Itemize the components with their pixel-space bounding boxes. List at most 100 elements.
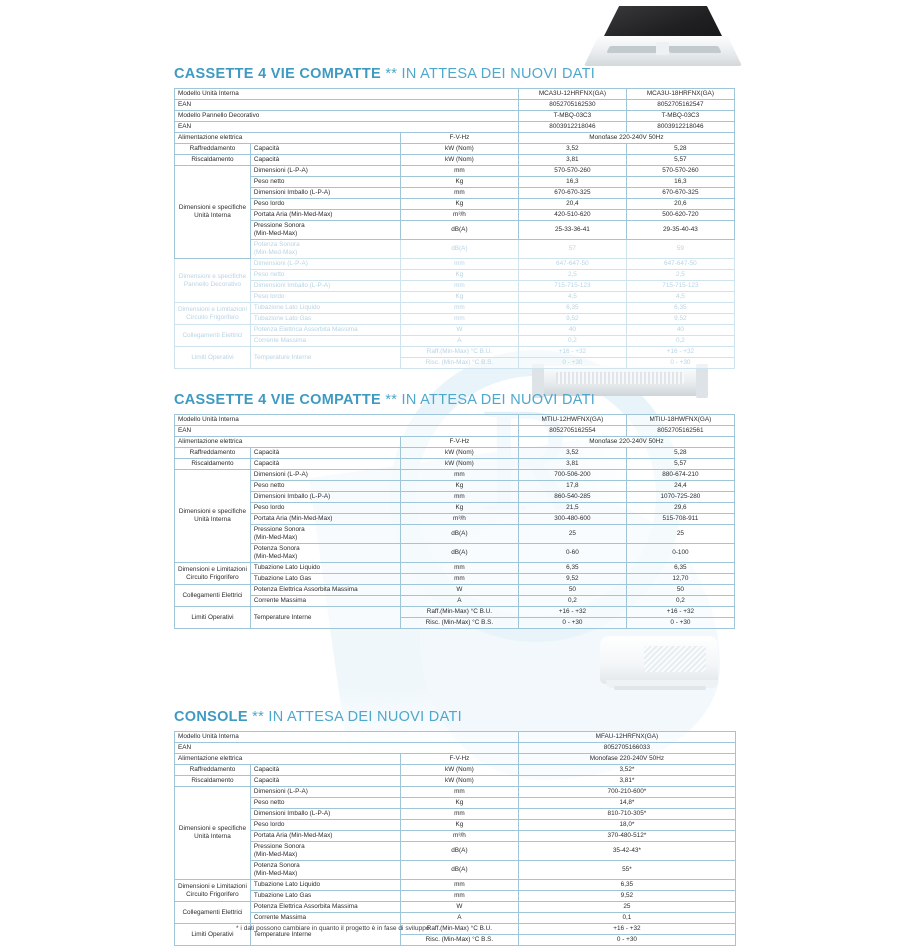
table-row: Dimensioni Imballo (L-P-A) mm 715-715-123 7… (175, 280, 735, 292)
table-row: Modello Unità Interna MFAU-12HRFNX(GA) (174, 731, 736, 743)
row-value: +16 - +32 (517, 606, 627, 618)
table-row: Peso lordo Kg 4,5 4,5 (175, 291, 735, 303)
row-label: Modello Unità Interna (174, 731, 519, 743)
table-row: EAN 8052705162554 8052705162561 (174, 425, 735, 437)
row-label: Pressione Sonora (Min-Med-Max) (249, 841, 401, 861)
row-value: Monofase 220-240V 50Hz (517, 132, 735, 144)
row-label: Tubazione Lato Liquido (249, 562, 401, 574)
row-label: Portata Aria (Min-Med-Max) (249, 209, 401, 221)
table-row: Alimentazione elettrica F-V-Hz Monofase 22… (174, 132, 735, 144)
row-label: Peso lordo (249, 198, 401, 210)
section-title: CASSETTE 4 VIE COMPATTE ** IN ATTESA DEI… (174, 392, 735, 408)
spec-table-host: Modello Unità Interna MFAU-12HRFNX(GA) EAN… (174, 731, 736, 946)
row-value: 670-670-325 (517, 187, 627, 199)
row-label: Capacità (249, 775, 401, 787)
row-value: 8003912218046 (625, 121, 735, 133)
row-label: Peso lordo (249, 291, 401, 303)
row-label: Pressione Sonora (Min-Med-Max) (249, 220, 401, 240)
table-row: Collegamenti Elettrici Potenza Elettrica … (174, 584, 735, 607)
row-label: Temperature Interne (249, 606, 401, 629)
table-row: Portata Aria (Min-Med-Max) m³/h 370-480-51… (175, 830, 736, 842)
row-value: 0 - +30 (517, 357, 627, 369)
table-row: Alimentazione elettrica F-V-Hz Monofase 22… (174, 753, 736, 765)
row-value: 6,35 (517, 879, 736, 891)
row-group-label: Collegamenti Elettrici (174, 901, 251, 924)
row-unit: mm (399, 313, 519, 325)
row-value: 0 - +30 (517, 934, 736, 946)
footnote: * i dati possono cambiare in quanto il p… (236, 925, 430, 932)
row-value: 700-210-600* (517, 786, 736, 798)
table-row: Potenza Sonora (Min-Med-Max) dB(A) 57 59 (175, 239, 735, 259)
row-value: 670-670-325 (625, 187, 735, 199)
row-unit: mm (399, 808, 519, 820)
row-group-label: Raffreddamento (174, 143, 251, 155)
section-title-main: CONSOLE (174, 709, 248, 725)
row-value: 5,57 (625, 154, 735, 166)
table-row: Raffreddamento Capacità kW (Nom) 3,52* (174, 764, 736, 776)
row-value: 14,8* (517, 797, 736, 809)
row-label: Corrente Massima (249, 912, 401, 924)
row-value: Monofase 220-240V 50Hz (517, 753, 736, 765)
row-unit: kW (Nom) (399, 764, 519, 776)
row-group-label: Dimensioni e Limitazioni Circuito Frigori… (174, 879, 251, 902)
table-row: EAN 8003912218046 8003912218046 (174, 121, 735, 133)
row-group-label: Riscaldamento (174, 154, 251, 166)
row-value: 3,81* (517, 775, 736, 787)
row-value: 29-35-40-43 (625, 220, 735, 240)
row-unit: Kg (399, 291, 519, 303)
row-unit: dB(A) (399, 220, 519, 240)
row-value: 880-674-210 (625, 469, 735, 481)
table-row: EAN 8052705162530 8052705162547 (174, 99, 735, 111)
row-unit: mm (399, 573, 519, 585)
row-label: EAN (174, 121, 519, 133)
row-unit: Kg (399, 819, 519, 831)
row-unit: Kg (399, 176, 519, 188)
row-value: 20,6 (625, 198, 735, 210)
row-unit: mm (399, 469, 519, 481)
row-unit: Raff.(Min-Max) °C B.U. (399, 606, 519, 618)
row-value: 0,2 (625, 595, 735, 607)
spec-table: Modello Unità Interna MCA3U-12HRFNX(GA) MC… (174, 88, 735, 369)
row-value: 6,35 (625, 562, 735, 574)
row-value: 0-60 (517, 543, 627, 563)
row-group-label: Riscaldamento (174, 458, 251, 470)
row-value: 59 (625, 239, 735, 259)
row-label: Potenza Elettrica Assorbita Massima (249, 584, 401, 596)
row-value: 0,2 (625, 335, 735, 347)
row-value: 515-708-911 (625, 513, 735, 525)
row-unit: F-V-Hz (399, 436, 519, 448)
row-group-label: Dimensioni e Limitazioni Circuito Frigori… (174, 302, 251, 325)
row-group-label: Collegamenti Elettrici (174, 584, 251, 607)
row-group-label: Collegamenti Elettrici (174, 324, 251, 347)
row-value: 715-715-123 (625, 280, 735, 292)
row-group-label: Limiti Operativi (174, 346, 251, 369)
row-value: +16 - +32 (517, 923, 736, 935)
row-label: Pressione Sonora (Min-Med-Max) (249, 524, 401, 544)
row-unit: kW (Nom) (399, 775, 519, 787)
spec-table-host: Modello Unità Interna MCA3U-12HRFNX(GA) MC… (174, 88, 735, 369)
row-value: 0,1 (517, 912, 736, 924)
row-value: 9,52 (517, 573, 627, 585)
row-unit: Kg (399, 502, 519, 514)
row-unit: A (399, 595, 519, 607)
row-unit: W (399, 901, 519, 913)
row-label: Capacità (249, 764, 401, 776)
row-unit: kW (Nom) (399, 447, 519, 459)
row-value: 500-620-720 (625, 209, 735, 221)
row-unit: kW (Nom) (399, 458, 519, 470)
row-unit: W (399, 584, 519, 596)
table-row: EAN 8052705166033 (174, 742, 736, 754)
table-row: Tubazione Lato Gas mm 9,52 12,70 (175, 573, 735, 585)
row-label: Peso netto (249, 480, 401, 492)
row-value: 3,52* (517, 764, 736, 776)
cassette-unit-photo (578, 6, 748, 68)
row-value: 700-506-200 (517, 469, 627, 481)
row-unit: dB(A) (399, 524, 519, 544)
row-value: 3,81 (517, 154, 627, 166)
table-row: Dimensioni e Limitazioni Circuito Frigori… (174, 879, 736, 902)
table-row: Peso lordo Kg 20,4 20,6 (175, 198, 735, 210)
row-unit: mm (399, 258, 519, 270)
table-row: Dimensioni e specifiche Unità Interna Dime… (174, 469, 735, 563)
row-group-label: Dimensioni e specifiche Pannello Decorati… (174, 258, 251, 303)
row-value: 0 - +30 (625, 357, 735, 369)
